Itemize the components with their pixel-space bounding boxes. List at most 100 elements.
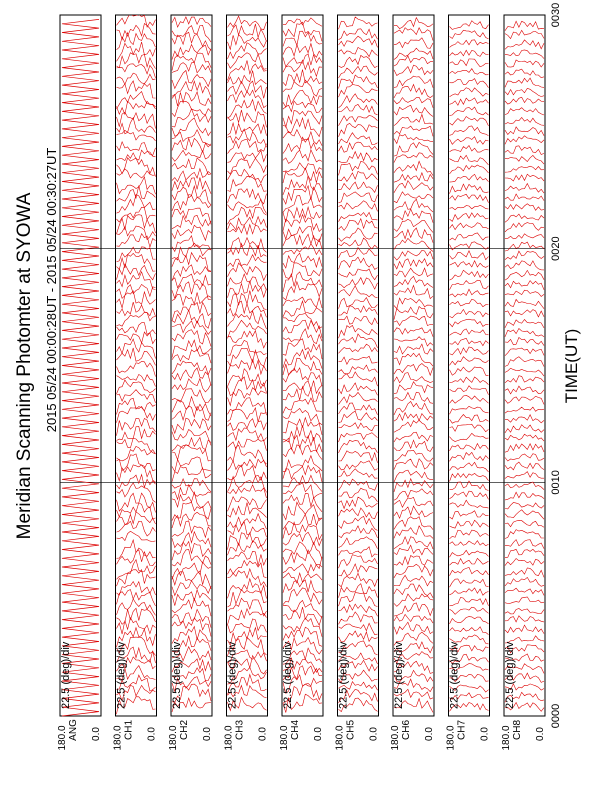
trace-line [171,477,212,493]
trace-line [393,669,434,683]
panel-frame [170,14,213,717]
trace-line [116,347,156,366]
trace-line [338,276,378,290]
trace-line [504,367,545,377]
trace-line [393,583,434,598]
trace-line [227,387,267,407]
trace-line [338,507,378,519]
trace-line [227,138,267,154]
trace-line [282,69,323,87]
trace-line [393,678,434,693]
trace-line [449,567,489,576]
trace-line [449,472,489,482]
trace-line [449,644,489,653]
trace-line [338,200,378,212]
trace-line [393,218,434,233]
trace-line [171,90,212,107]
trace-line [227,198,267,214]
trace-line [449,249,489,261]
trace-line [171,69,212,90]
trace-line [171,597,212,617]
trace-line [282,184,323,205]
trace-line [282,425,323,443]
trace-line [393,593,434,607]
trace-line [338,211,378,222]
trace-line [449,616,489,625]
trace-line [116,311,156,327]
trace-line [393,602,434,617]
trace-line [393,469,434,483]
trace-line [504,182,545,194]
trace-line [393,258,434,270]
trace-line [227,254,267,268]
trace-line [171,16,212,28]
trace-line [393,391,434,404]
panel-scale-label: 22.5 (deg)/div [116,641,128,709]
trace-line [171,281,212,300]
trace-line [116,492,156,513]
trace-line [338,487,378,502]
trace-line [116,361,156,377]
trace-line [449,164,489,175]
trace-line [338,669,378,684]
trace-line [338,227,378,242]
trace-line [393,505,434,519]
trace-line [282,599,323,618]
trace-line [504,193,545,201]
trace-line [393,179,434,193]
trace-line [504,663,545,674]
trace-line [171,264,212,282]
trace-line [116,194,156,214]
trace-line [282,454,323,472]
trace-line [282,481,323,499]
trace-line [227,157,267,175]
trace-ang [61,19,100,717]
trace-line [171,234,212,253]
trace-line [171,588,212,606]
y-tick-max: 180.0 [113,725,124,750]
trace-line [393,336,434,347]
trace-line [449,366,489,376]
trace-line [504,165,545,173]
trace-line [338,432,378,443]
trace-line [227,484,267,499]
trace-line [393,104,434,117]
trace-line [504,406,545,414]
trace-line [171,251,212,272]
panel-scale-label: 22.5 (deg)/div [449,641,461,709]
trace-line [338,285,378,298]
y-tick-min: 0.0 [480,727,491,741]
trace-line [504,576,545,587]
trace-line [393,171,434,183]
trace-line [116,246,156,263]
trace-line [393,227,434,243]
trace-line [449,540,489,547]
trace-line [171,625,212,644]
trace-line [227,502,267,518]
trace-line [393,688,434,700]
trace-line [504,453,545,462]
trace-line [393,535,434,550]
trace-line [504,250,545,260]
trace-line [338,640,378,656]
trace-line [282,233,323,250]
y-tick-min: 0.0 [535,727,546,741]
trace-line [449,692,489,700]
panel-frame [392,14,435,717]
trace-line [393,191,434,204]
trace-line [504,222,545,233]
trace-line [449,106,489,116]
trace-line [171,329,212,347]
trace-line [338,659,378,672]
trace-line [116,446,156,462]
trace-line [338,496,378,510]
trace-line [393,372,434,384]
trace-line [393,306,434,320]
trace-line [171,645,212,662]
trace-line [449,461,489,473]
trace-line [171,184,212,206]
trace-line [171,429,212,446]
y-tick-max: 180.0 [335,725,346,750]
trace-line [449,578,489,588]
trace-line [504,117,545,126]
